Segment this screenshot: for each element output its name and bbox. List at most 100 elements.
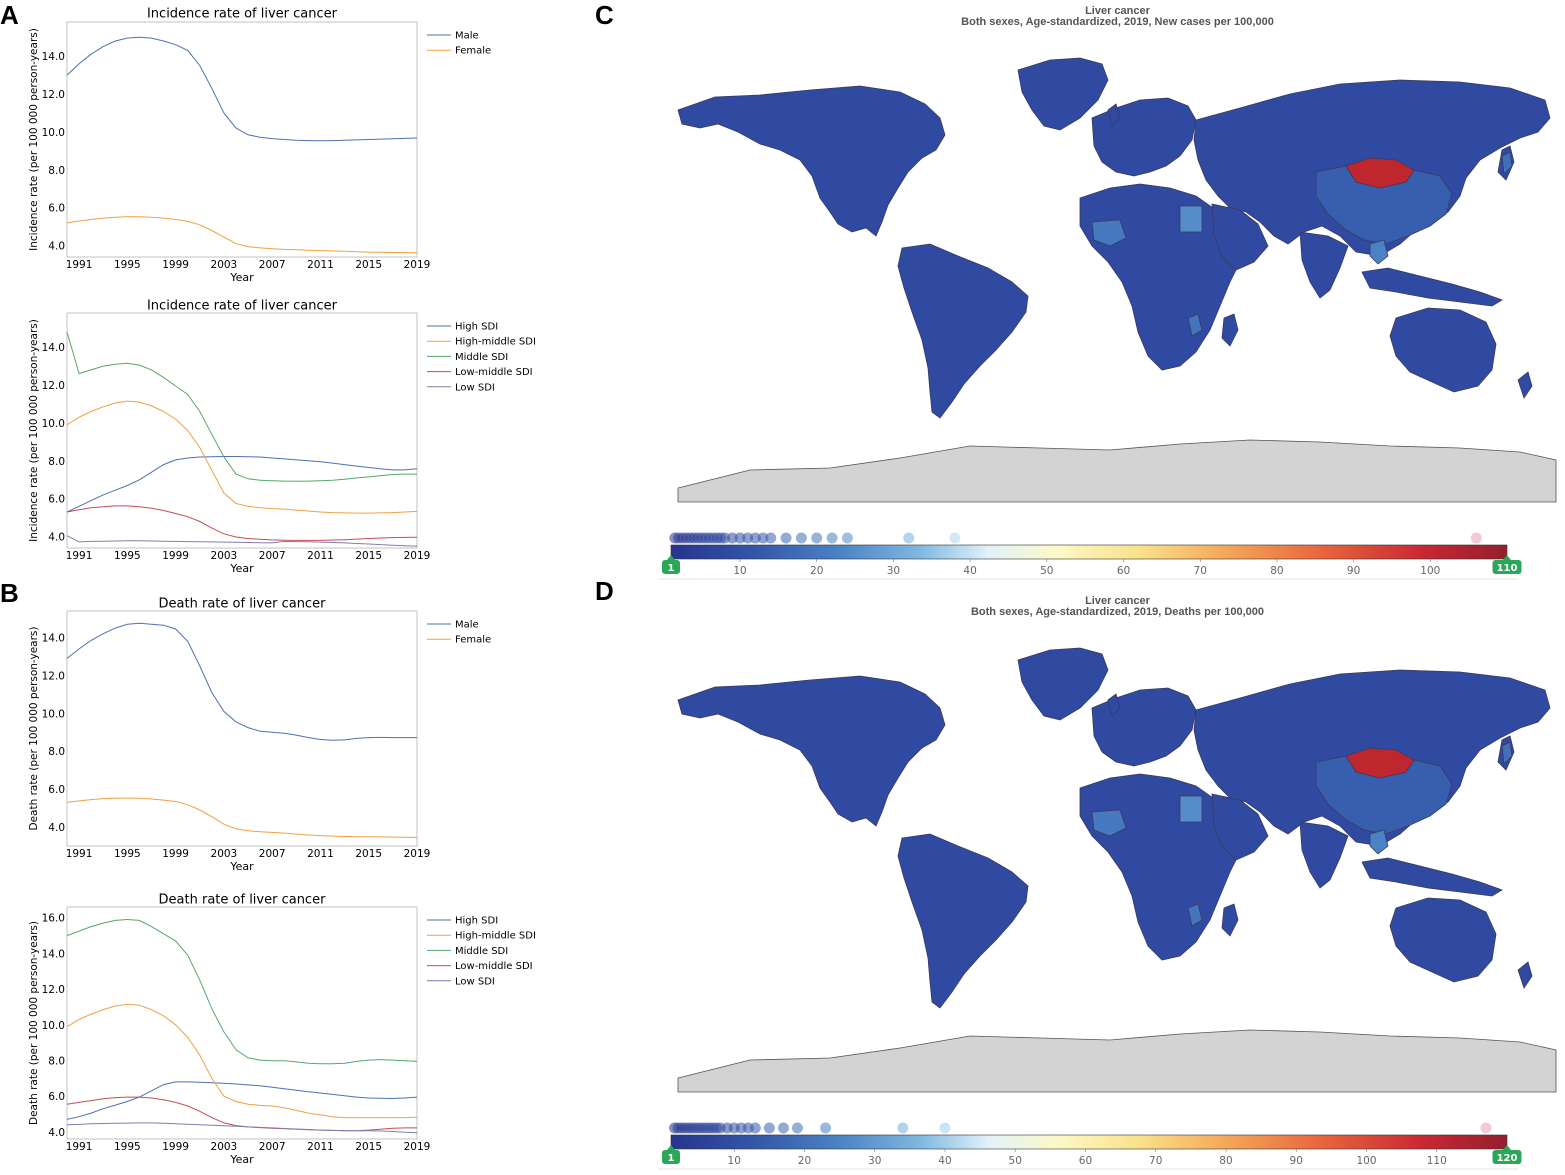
region-uk (1107, 103, 1121, 127)
plot-frame (66, 21, 418, 258)
y-tick-label: 14.0 (42, 948, 65, 960)
series-line (66, 918, 418, 1065)
x-tick-label: 2007 (259, 848, 286, 860)
distribution-dot (897, 1122, 909, 1134)
chart-title: Death rate of liver cancer (159, 893, 327, 908)
y-tick-label: 8.0 (48, 746, 65, 758)
map-c-title: Liver cancer (1085, 5, 1150, 17)
region-europe (1091, 687, 1197, 767)
y-tick-label: 6.0 (48, 784, 65, 796)
chart-a2: Incidence rate of liver cancer 4.0 6.0 8.0 1… (28, 299, 536, 576)
region-europe (1091, 97, 1197, 177)
distribution-dot (734, 532, 746, 544)
scale-tick-label: 70 (1149, 1155, 1162, 1167)
legend-label: High SDI (455, 322, 498, 333)
distribution-dot (949, 532, 961, 544)
x-tick-label: 2015 (355, 550, 382, 562)
scale-tick-label: 90 (1290, 1155, 1303, 1167)
distribution-dot (780, 532, 792, 544)
scale-tick-label: 70 (1194, 565, 1207, 577)
distribution-dots (669, 1122, 1492, 1134)
x-tick-label: 2007 (259, 550, 286, 562)
distribution-dot (903, 532, 915, 544)
y-tick-label: 6.0 (48, 1091, 65, 1103)
region-se-asia-islands (1361, 267, 1503, 307)
scale-max-badge-label: 110 (1497, 563, 1518, 574)
region-japan-detail (1501, 741, 1513, 765)
series-line (66, 1096, 417, 1132)
region-antarctica (677, 1029, 1557, 1093)
x-tick-label: 2003 (211, 848, 238, 860)
distribution-dot (826, 532, 838, 544)
series-line (66, 505, 418, 541)
distribution-dot (777, 1122, 789, 1134)
scale-tick-label: 110 (1427, 1155, 1447, 1167)
scale-min-badge (662, 1150, 680, 1164)
distribution-dot (811, 532, 823, 544)
map-d-title: Liver cancer (1085, 595, 1150, 607)
distribution-dot (749, 532, 761, 544)
region-mongolia (1345, 747, 1415, 779)
series-line (66, 797, 418, 838)
x-tick-label: 2019 (404, 1141, 431, 1153)
y-tick-label: 12.0 (42, 89, 65, 101)
x-tick-label: 2011 (307, 848, 334, 860)
scale-min-badge-pointer (667, 555, 675, 560)
x-tick-label: 1991 (66, 550, 93, 562)
plot-frame (66, 610, 418, 847)
y-axis-label: Incidence rate (per 100 000 person-years… (28, 319, 40, 542)
y-tick-label: 10.0 (42, 418, 65, 430)
legend-label: Middle SDI (455, 946, 508, 957)
distribution-dot (719, 532, 731, 544)
x-tick-label: 2015 (355, 848, 382, 860)
chart-b1: Death rate of liver cancer 4.0 6.0 8.0 10.0 1… (28, 597, 491, 874)
y-tick-label: 12.0 (42, 670, 65, 682)
panel-label-d: D (595, 576, 614, 606)
region-arabia (1211, 793, 1269, 861)
y-tick-label: 4.0 (48, 241, 65, 253)
y-tick-label: 16.0 (42, 913, 65, 925)
region-egypt (1179, 205, 1203, 233)
distribution-dot (1470, 532, 1482, 544)
x-axis-label: Year (229, 860, 254, 873)
x-tick-label: 2003 (211, 1141, 238, 1153)
x-tick-label: 1999 (162, 1141, 189, 1153)
x-tick-label: 1995 (114, 848, 141, 860)
x-tick-label: 1991 (66, 259, 93, 271)
series-line (66, 456, 418, 513)
region-se-asia-islands (1361, 857, 1503, 897)
x-tick-label: 2019 (404, 550, 431, 562)
map-land-group (677, 647, 1557, 1093)
legend-label: Female (455, 46, 491, 57)
distribution-dot (763, 1122, 775, 1134)
distribution-dot (1480, 1122, 1492, 1134)
color-bar (670, 1134, 1508, 1150)
scale-tick-label: 20 (810, 565, 823, 577)
region-greenland (1017, 647, 1109, 721)
scale-tick-label: 30 (868, 1155, 881, 1167)
line-charts: Incidence rate of liver cancer 4.0 6.0 8.0 1… (28, 7, 536, 1167)
distribution-dot (841, 532, 853, 544)
x-axis-label: Year (229, 1153, 254, 1166)
scale-min-badge-pointer (667, 1145, 675, 1150)
x-tick-label: 2015 (355, 259, 382, 271)
legend-label: Low-middle SDI (455, 961, 533, 972)
map-panel-d: Liver cancer Both sexes, Age-standardize… (640, 590, 1565, 1175)
map-panel-c: Liver cancer Both sexes, Age-standardize… (640, 0, 1565, 585)
map-c-subtitle: Both sexes, Age-standardized, 2019, New … (961, 16, 1274, 28)
distribution-dot (939, 1122, 951, 1134)
series-line (66, 36, 418, 142)
distribution-dot (795, 532, 807, 544)
region-west-africa (1091, 219, 1127, 247)
x-tick-label: 1991 (66, 1141, 93, 1153)
distribution-dots (669, 532, 1482, 544)
region-madagascar (1221, 313, 1239, 347)
x-tick-label: 2011 (307, 259, 334, 271)
chart-title: Death rate of liver cancer (159, 597, 327, 612)
y-axis-label: Incidence rate (per 100 000 person-years… (28, 28, 40, 251)
panel-label-b: B (0, 578, 19, 608)
scale-max-badge (1492, 560, 1522, 574)
color-bar (670, 544, 1508, 560)
region-australia (1389, 307, 1497, 393)
y-tick-label: 10.0 (42, 1020, 65, 1032)
